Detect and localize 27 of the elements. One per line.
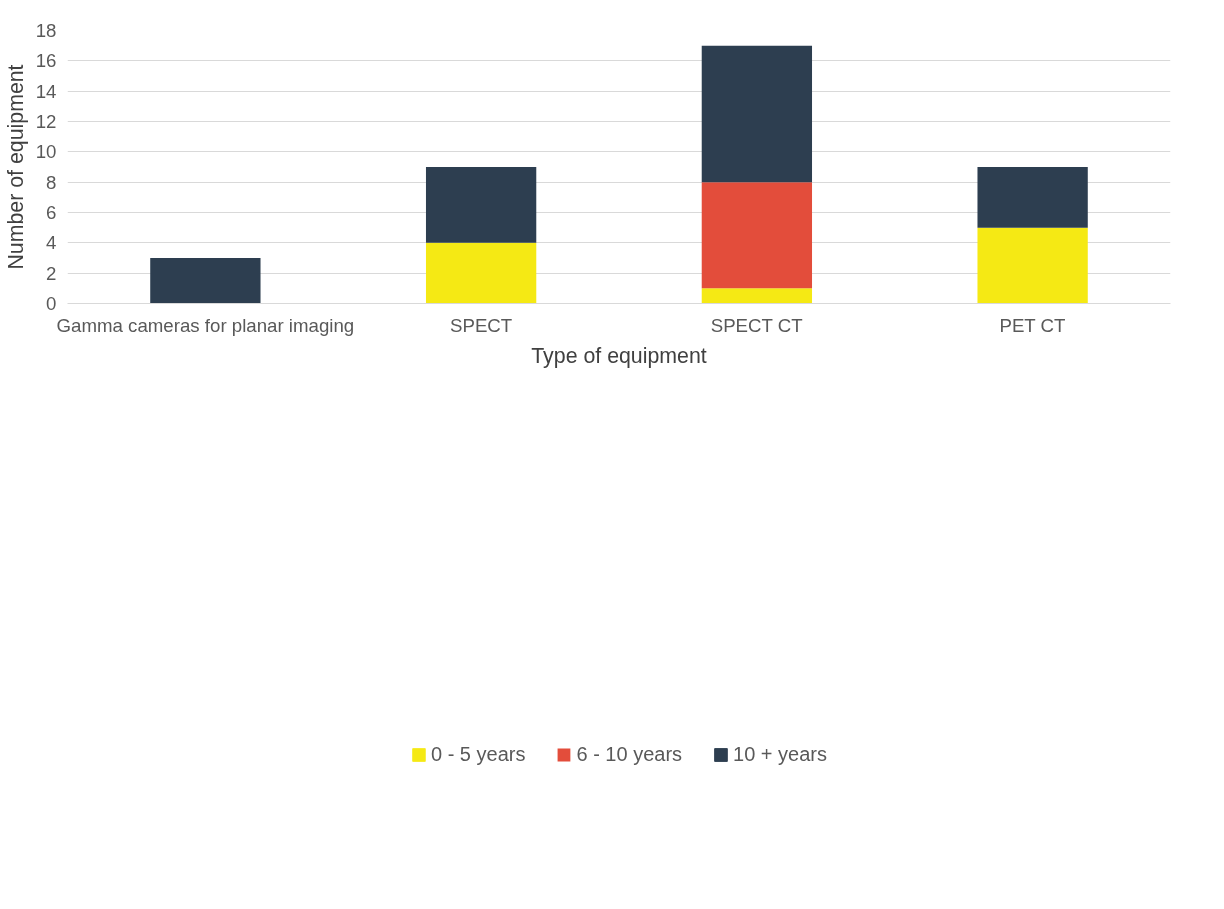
bar xyxy=(701,45,813,183)
bar xyxy=(701,288,813,304)
bar xyxy=(701,182,813,289)
bar xyxy=(977,167,1088,228)
y-tick-label: 2 xyxy=(46,262,57,284)
y-tick-label: 14 xyxy=(35,80,57,102)
y-tick-label: 4 xyxy=(46,232,57,254)
x-tick-label: SPECT CT xyxy=(710,314,803,336)
legend-label: 0 - 5 years xyxy=(430,742,526,766)
y-tick-label: 12 xyxy=(35,111,57,132)
y-tick-label: 18 xyxy=(35,20,57,41)
bar xyxy=(977,227,1088,304)
legend-label: 6 - 10 years xyxy=(576,742,683,766)
bar xyxy=(425,242,537,304)
legend-label: 10 + years xyxy=(733,742,828,766)
y-tick-label: 0 xyxy=(46,293,57,314)
y-tick-label: 6 xyxy=(46,202,57,223)
y-tick-label: 16 xyxy=(35,50,57,72)
x-tick-label: Gamma cameras for planar imaging xyxy=(56,314,355,336)
bar xyxy=(150,258,261,304)
y-tick-label: 8 xyxy=(46,171,57,193)
x-tick-label: PET CT xyxy=(999,314,1066,336)
y-tick-label: 10 xyxy=(35,141,57,163)
x-tick-label: SPECT xyxy=(450,314,513,336)
bar xyxy=(425,167,537,243)
x-axis-title: Type of equipment xyxy=(531,343,707,368)
y-axis-title: Number of equipment xyxy=(3,64,28,270)
